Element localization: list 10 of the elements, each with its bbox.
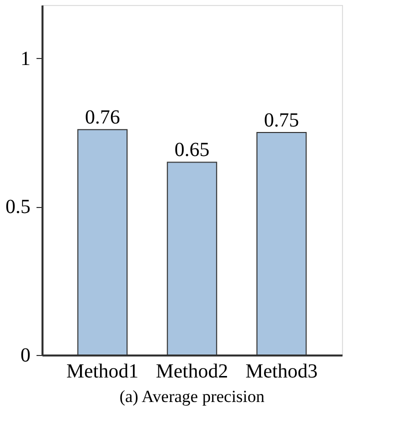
data-label: 0.75 (264, 110, 300, 132)
data-label: 0.65 (174, 139, 210, 162)
y-tick-label: 1 (20, 48, 30, 70)
y-tick-label: 0 (20, 344, 30, 366)
y-tick-label: 0.5 (6, 196, 30, 218)
x-tick-label: Method1 (66, 360, 139, 382)
data-label: 0.76 (84, 106, 120, 129)
text: (a) Average precision (119, 387, 266, 406)
x-tick-label: Method2 (156, 360, 228, 382)
x-tick-label: Method3 (245, 360, 318, 382)
